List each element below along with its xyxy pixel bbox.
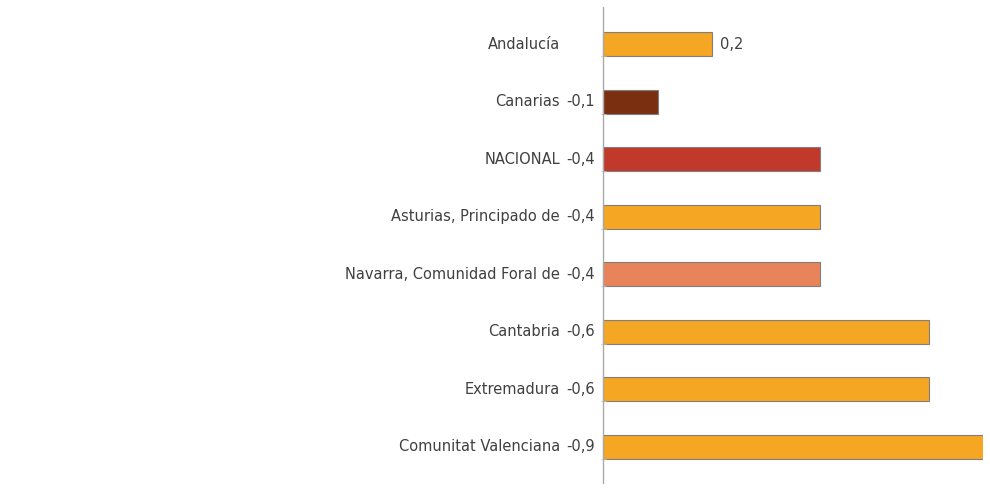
Bar [604, 32, 712, 56]
Text: -0,1: -0,1 [566, 94, 595, 109]
Bar [604, 147, 821, 171]
Bar [604, 435, 990, 459]
Text: -0,4: -0,4 [566, 267, 595, 282]
Text: Asturias, Principado de: Asturias, Principado de [391, 209, 560, 224]
Bar [604, 377, 929, 401]
Text: Comunitat Valenciana: Comunitat Valenciana [399, 439, 560, 454]
Text: Canarias: Canarias [495, 94, 560, 109]
Text: Navarra, Comunidad Foral de: Navarra, Comunidad Foral de [346, 267, 560, 282]
Bar [604, 90, 657, 114]
Text: Andalucía: Andalucía [488, 37, 560, 52]
Bar [604, 320, 929, 344]
Text: -0,4: -0,4 [566, 152, 595, 167]
Text: 0,2: 0,2 [720, 37, 743, 52]
Bar [604, 205, 821, 229]
Text: -0,9: -0,9 [566, 439, 595, 454]
Bar [604, 262, 821, 286]
Text: -0,6: -0,6 [566, 324, 595, 339]
Text: -0,6: -0,6 [566, 382, 595, 397]
Text: NACIONAL: NACIONAL [484, 152, 560, 167]
Text: Cantabria: Cantabria [488, 324, 560, 339]
Text: Extremadura: Extremadura [465, 382, 560, 397]
Text: -0,4: -0,4 [566, 209, 595, 224]
